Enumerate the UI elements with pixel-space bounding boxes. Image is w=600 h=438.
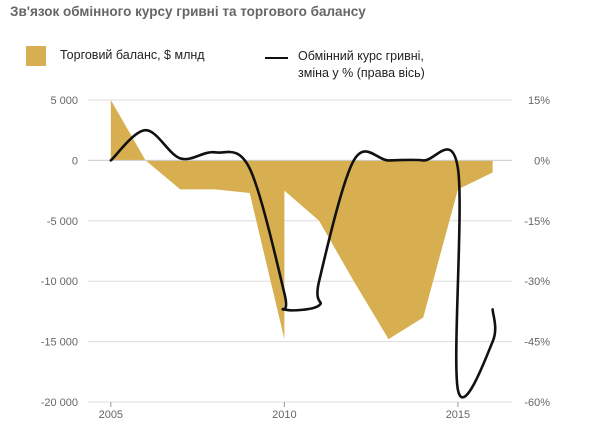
right-tick-label: 15% [528,95,550,107]
x-axis-ticks: 2005 2010 2015 [99,402,470,421]
left-tick-label: -15 000 [41,337,78,349]
right-axis-ticks: 15% 0% -15% -30% -45% -60% [524,95,550,409]
right-tick-label: -30% [524,276,550,288]
left-tick-label: -20 000 [41,397,78,409]
x-tick-label: 2015 [446,409,470,421]
right-tick-label: -15% [524,216,550,228]
exchange-rate-line [109,128,497,399]
trade-balance-area [88,100,512,340]
legend-line-label: Обмінний курс гривні, зміна у % (права в… [298,48,425,82]
right-tick-label: -45% [524,337,550,349]
gridlines [88,99,512,403]
right-tick-label: -60% [524,397,550,409]
trade-balance-area-path [110,100,493,340]
left-tick-label: -10 000 [41,276,78,288]
chart-title: Зв'язок обмінного курсу гривні та торгов… [10,4,366,19]
x-tick-label: 2005 [99,409,123,421]
legend-area-swatch [26,46,46,66]
legend-line-label-line2: зміна у % (права вісь) [298,66,425,80]
legend-area-label: Торговий баланс, $ млнд [60,48,205,62]
exchange-rate-line-path [109,128,497,399]
legend-line-swatch [265,57,288,59]
left-tick-label: -5 000 [47,216,78,228]
left-tick-label: 0 [72,155,78,167]
left-axis-ticks: 5 000 0 -5 000 -10 000 -15 000 -20 000 [41,95,78,409]
right-tick-label: 0% [534,155,550,167]
legend-line-label-line1: Обмінний курс гривні, [298,49,424,63]
left-tick-label: 5 000 [50,95,78,107]
x-tick-label: 2010 [272,409,296,421]
